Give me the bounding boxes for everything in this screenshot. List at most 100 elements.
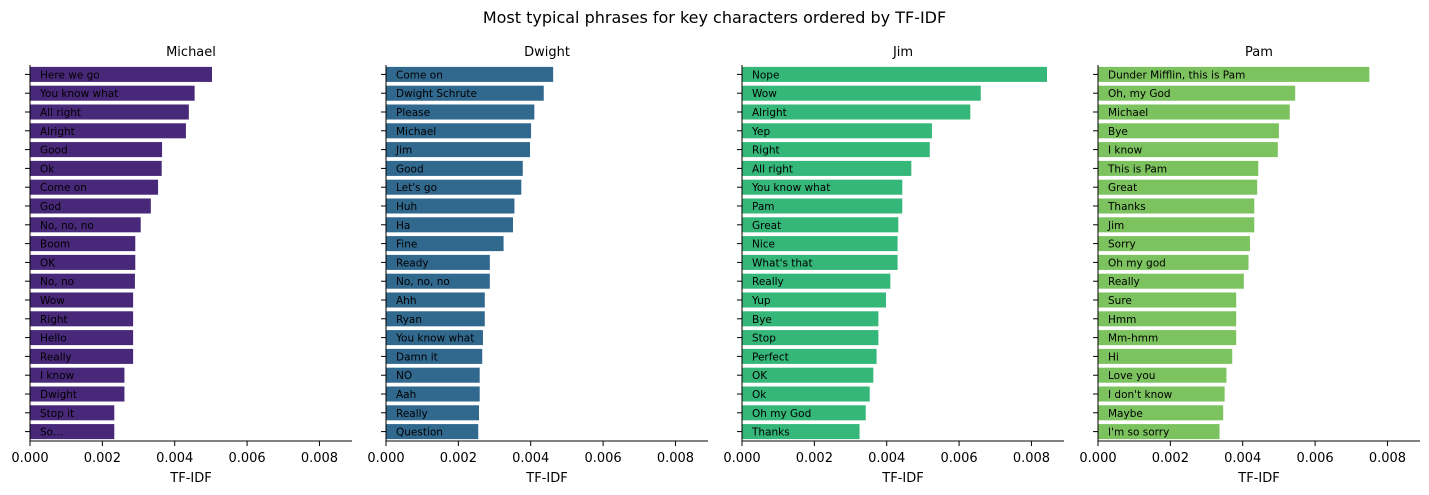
bar-label: Dwight Schrute xyxy=(396,88,477,100)
panel-title: Jim xyxy=(892,45,913,60)
bar xyxy=(30,104,189,120)
bar-label: God xyxy=(40,201,61,213)
bar-label: Stop xyxy=(752,333,776,345)
bar xyxy=(30,236,136,252)
bar xyxy=(742,405,866,421)
x-axis-label: TF-IDF xyxy=(169,471,211,486)
bar-label: Wow xyxy=(40,295,65,307)
bar xyxy=(742,367,874,383)
bar-label: Michael xyxy=(396,126,436,138)
bar-label: Ok xyxy=(752,389,767,401)
x-tick-label: 0.002 xyxy=(440,451,477,466)
bar xyxy=(742,217,899,233)
bar-label: You know what xyxy=(395,333,474,345)
bar xyxy=(30,123,186,139)
panel-title: Dwight xyxy=(524,45,570,60)
bar xyxy=(30,85,195,101)
bar xyxy=(1098,104,1290,120)
bar xyxy=(742,142,930,158)
bar xyxy=(1098,367,1227,383)
bar xyxy=(1098,348,1233,364)
bar xyxy=(386,160,523,176)
bar-label: OK xyxy=(40,257,56,269)
bar-label: Hi xyxy=(1108,351,1119,363)
bar-label: All right xyxy=(40,107,81,119)
bar xyxy=(742,179,903,195)
x-tick-label: 0.000 xyxy=(367,451,404,466)
x-tick-label: 0.006 xyxy=(1296,451,1333,466)
bar xyxy=(1098,179,1258,195)
bar xyxy=(1098,236,1250,252)
bar xyxy=(742,330,879,346)
bar xyxy=(386,405,479,421)
bar-label: Ahh xyxy=(396,295,417,307)
x-tick-label: 0.004 xyxy=(868,451,905,466)
bar xyxy=(742,386,870,402)
bar-label: No, no, no xyxy=(396,276,450,288)
bar-label: Michael xyxy=(1108,107,1148,119)
bar-label: Ready xyxy=(396,257,429,269)
bar xyxy=(386,66,554,82)
bar-label: What's that xyxy=(752,257,813,269)
bar-label: Really xyxy=(1108,276,1140,288)
bar xyxy=(1098,85,1296,101)
x-tick-label: 0.008 xyxy=(657,451,694,466)
x-tick-label: 0.006 xyxy=(940,451,977,466)
bar xyxy=(386,236,504,252)
bar xyxy=(386,386,480,402)
bar-label: Right xyxy=(40,314,68,326)
bar-label: Huh xyxy=(396,201,417,213)
bar xyxy=(30,160,162,176)
x-tick-label: 0.008 xyxy=(1013,451,1050,466)
x-tick-label: 0.004 xyxy=(512,451,549,466)
bar-label: Good xyxy=(396,163,424,175)
bar-label: Dwight xyxy=(40,389,77,401)
bar-label: Alright xyxy=(40,126,75,138)
bar-label: Sorry xyxy=(1108,239,1136,251)
bar-label: Come on xyxy=(40,182,87,194)
bar-label: Oh my god xyxy=(1108,257,1166,269)
panel-title: Pam xyxy=(1245,45,1273,60)
panel-michael: Michael Here we go You know what All right A… xyxy=(11,45,352,486)
bar xyxy=(1098,292,1237,308)
bar-label: NO xyxy=(396,370,412,382)
bar-label: Come on xyxy=(396,69,443,81)
bar xyxy=(30,348,134,364)
bar xyxy=(1098,217,1255,233)
bar xyxy=(1098,198,1255,214)
bar-label: Hello xyxy=(40,333,67,345)
bar-label: You know what xyxy=(751,182,830,194)
bar xyxy=(386,424,479,440)
bar xyxy=(1098,311,1237,327)
bar-label: Ha xyxy=(396,220,410,232)
bar xyxy=(30,254,136,270)
bar xyxy=(386,123,532,139)
bar xyxy=(386,198,515,214)
bar-label: I don't know xyxy=(1108,389,1173,401)
bar-label: Great xyxy=(752,220,781,232)
bar xyxy=(30,142,163,158)
bar-label: I know xyxy=(40,370,75,382)
bar xyxy=(386,273,490,289)
bar xyxy=(742,348,877,364)
bar xyxy=(1098,123,1279,139)
bar-label: I know xyxy=(1108,145,1143,157)
bar xyxy=(386,348,483,364)
bar-label: Wow xyxy=(752,88,777,100)
bar-label: All right xyxy=(752,163,793,175)
bar-label: No, no, no xyxy=(40,220,94,232)
bar-label: Damn it xyxy=(396,351,438,363)
bar-label: You know what xyxy=(39,88,118,100)
bar xyxy=(742,254,898,270)
x-tick-label: 0.002 xyxy=(796,451,833,466)
bar xyxy=(386,367,480,383)
bar-label: Oh, my God xyxy=(1108,88,1171,100)
bar xyxy=(742,311,879,327)
bar-label: Yup xyxy=(751,295,771,307)
bar-label: I'm so sorry xyxy=(1108,427,1169,439)
bar xyxy=(30,405,115,421)
x-axis-label: TF-IDF xyxy=(881,471,923,486)
figure-title: Most typical phrases for key characters … xyxy=(482,8,947,27)
bar-label: Nope xyxy=(752,69,779,81)
